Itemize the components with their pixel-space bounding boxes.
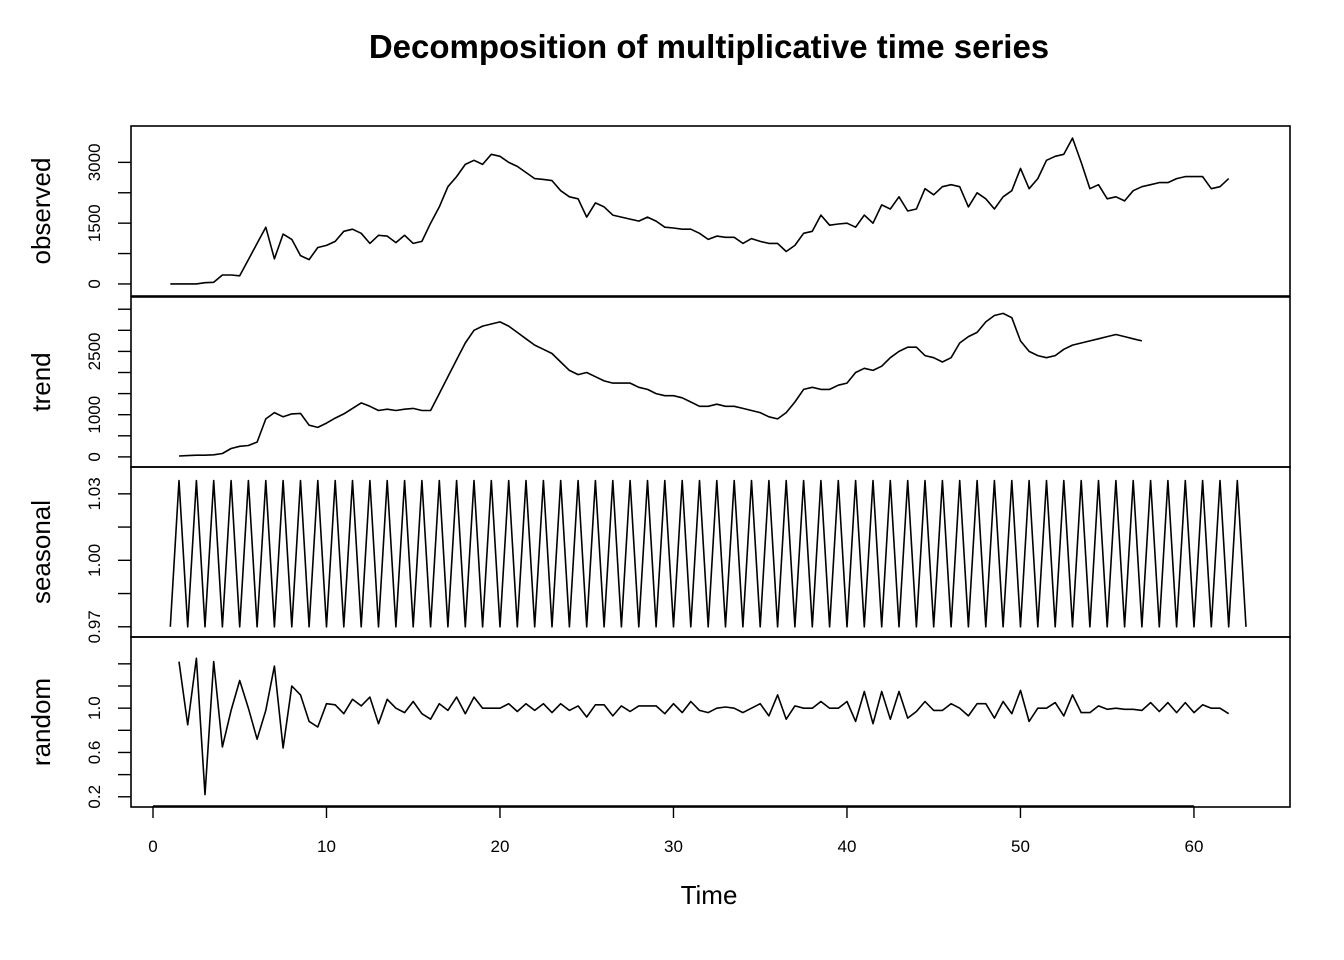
- panel-trend: trend 0 1000 2500: [26, 296, 1291, 468]
- series-line-random: [178, 657, 1230, 796]
- y-tick-label-seasonal: 0.97: [85, 610, 104, 643]
- x-axis: 0 10 20 30 40 50 60: [148, 805, 1203, 856]
- x-tick-label: 60: [1184, 837, 1203, 856]
- series-line-trend: [178, 312, 1143, 457]
- y-tick-label-observed: 0: [85, 279, 104, 288]
- y-axis-title-trend: trend: [26, 352, 56, 411]
- x-tick-label: 40: [838, 837, 857, 856]
- x-tick-label: 0: [148, 837, 157, 856]
- x-tick-label: 20: [491, 837, 510, 856]
- series-line-observed: [170, 137, 1230, 285]
- panel-frame-observed: [130, 125, 1291, 297]
- y-tick-label-seasonal: 1.00: [85, 544, 104, 577]
- y-tick-label-seasonal: 1.03: [85, 477, 104, 510]
- panels-group: observed 0 1500 3000 trend 0 1000 2500 seasonal 0…: [26, 125, 1291, 809]
- y-tick-label-trend: 2500: [85, 332, 104, 370]
- y-axis-title-observed: observed: [26, 158, 56, 265]
- panel-frame-trend: [130, 296, 1291, 468]
- y-axis-title-seasonal: seasonal: [26, 500, 56, 604]
- x-tick-label: 50: [1011, 837, 1030, 856]
- chart-title: Decomposition of multiplicative time ser…: [369, 28, 1049, 65]
- x-axis-title: Time: [681, 880, 738, 910]
- series-line-seasonal: [169, 479, 1247, 628]
- y-tick-label-observed: 1500: [85, 204, 104, 242]
- x-tick-label: 10: [317, 837, 336, 856]
- x-tick-label: 30: [664, 837, 683, 856]
- y-axis-title-random: random: [26, 678, 56, 766]
- y-tick-label-trend: 0: [85, 452, 104, 461]
- y-tick-label-random: 0.2: [85, 785, 104, 809]
- panel-seasonal: seasonal 0.97 1.00 1.03: [26, 466, 1291, 643]
- y-tick-label-trend: 1000: [85, 396, 104, 434]
- panel-frame-random: [130, 636, 1291, 808]
- y-tick-label-random: 0.6: [85, 741, 104, 765]
- y-tick-label-observed: 3000: [85, 143, 104, 181]
- y-tick-label-random: 1.0: [85, 696, 104, 720]
- panel-observed: observed 0 1500 3000: [26, 125, 1291, 297]
- panel-random: random 0.2 0.6 1.0: [26, 636, 1291, 809]
